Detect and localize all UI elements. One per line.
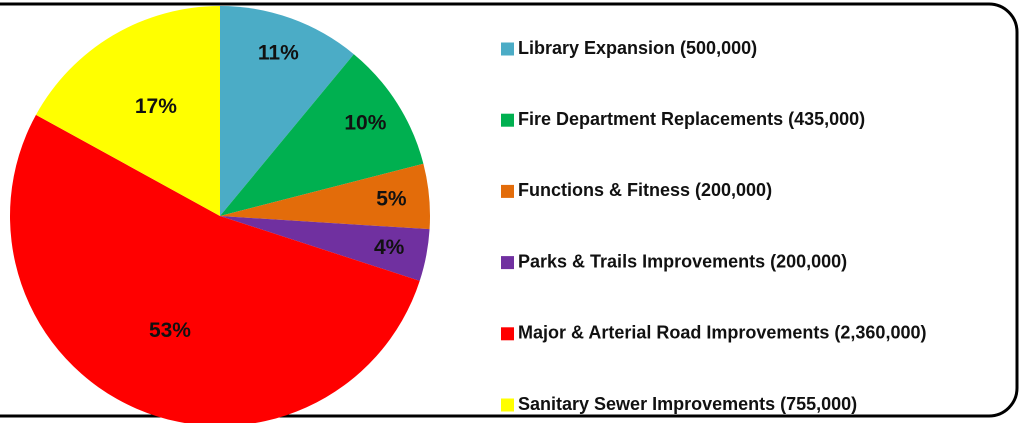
slice-label: 4% <box>374 236 405 259</box>
legend-label: Fire Department Replacements (435,000) <box>518 109 865 129</box>
slice-label: 5% <box>376 187 407 210</box>
slice <box>220 216 430 281</box>
legend-label: Functions & Fitness (200,000) <box>518 180 772 200</box>
slice <box>10 114 420 423</box>
pie <box>10 6 430 423</box>
legend-swatch <box>501 327 514 341</box>
slice-labels: 11% 10% 5% 4% 53% 17% <box>135 42 407 343</box>
legend-label: Major & Arterial Road Improvements (2,36… <box>518 323 926 343</box>
legend-label: Parks & Trails Improvements (200,000) <box>518 251 847 271</box>
legend-swatch <box>501 42 514 56</box>
slice-label: 17% <box>135 95 177 118</box>
slice <box>220 163 430 230</box>
slice-label: 11% <box>258 42 299 65</box>
legend-swatch <box>501 184 514 198</box>
slice <box>220 6 354 216</box>
slice <box>35 6 220 216</box>
legend-label: Sanitary Sewer Improvements (755,000) <box>518 394 857 414</box>
legend-swatch <box>501 398 514 412</box>
legend-swatch <box>501 113 514 127</box>
slice <box>220 54 424 217</box>
legend-label: Library Expansion (500,000) <box>518 38 757 58</box>
slice-label: 10% <box>344 111 386 134</box>
legend-swatch <box>501 256 514 270</box>
slice-label: 53% <box>149 319 191 342</box>
legend: Library Expansion (500,000) Fire Departme… <box>501 38 926 414</box>
